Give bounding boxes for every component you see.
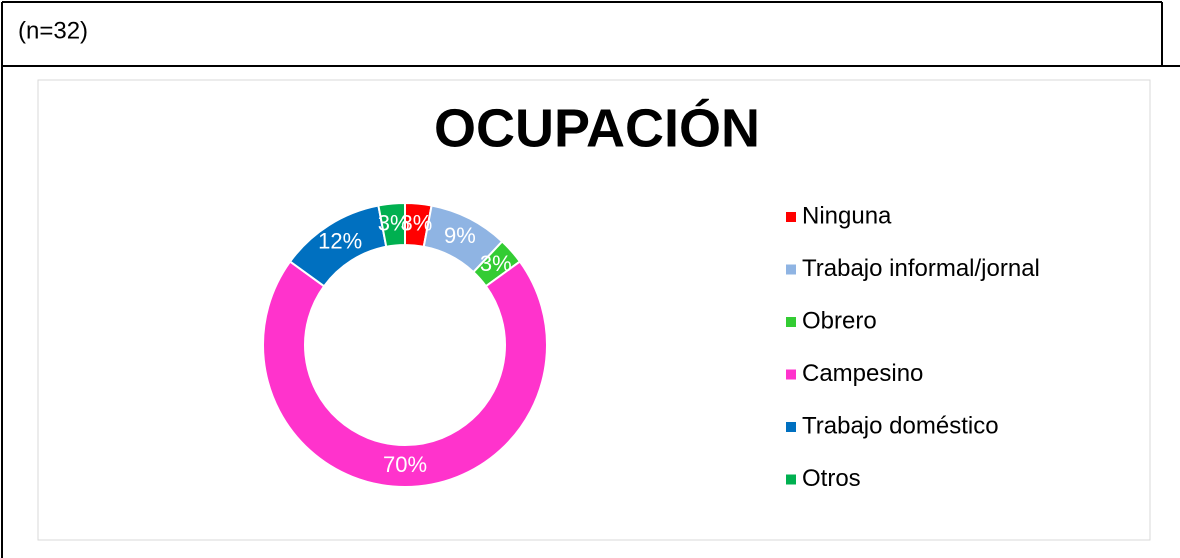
legend-swatch (786, 212, 796, 222)
legend-label: Trabajo doméstico (802, 412, 999, 439)
legend-swatch (786, 474, 796, 485)
legend-label: Trabajo informal/jornal (802, 255, 1040, 282)
legend-swatch (786, 317, 796, 327)
data-label: 70% (383, 452, 427, 477)
legend-swatch (786, 264, 796, 275)
legend-label: Obrero (802, 307, 877, 334)
legend-label: Campesino (802, 360, 923, 387)
donut-segment (262, 260, 548, 488)
data-label: 3% (378, 210, 410, 235)
data-label: 3% (400, 210, 432, 235)
donut-segment (377, 201, 406, 248)
data-label: 3% (480, 251, 512, 276)
data-label: 12% (318, 229, 362, 254)
chart-area (37, 79, 1151, 541)
legend-label: Otros (802, 465, 861, 492)
legend-label: Ninguna (802, 202, 892, 229)
data-label: 9% (444, 223, 476, 248)
chart-title: OCUPACIÓN (434, 98, 760, 158)
legend-swatch (786, 369, 796, 380)
legend-swatch (786, 422, 796, 432)
annotation: (n=32) (18, 17, 88, 44)
